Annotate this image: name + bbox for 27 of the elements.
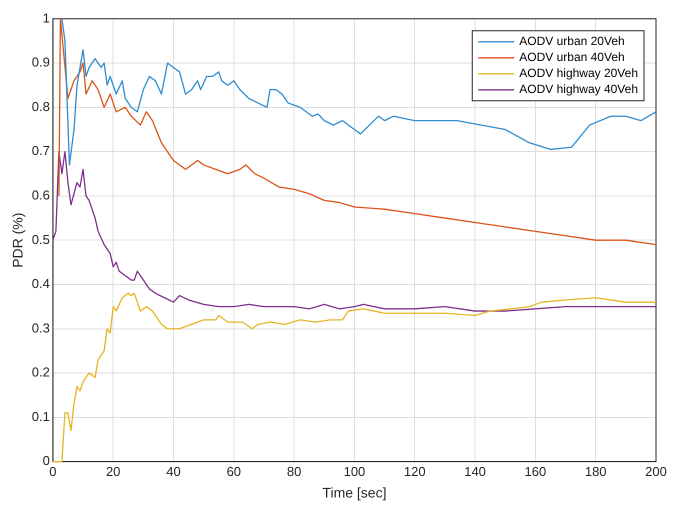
y-tick-label: 1 bbox=[42, 10, 50, 26]
x-axis-title: Time [sec] bbox=[322, 484, 386, 500]
y-axis-title: PDR (%) bbox=[9, 212, 26, 268]
x-tick-label: 40 bbox=[166, 464, 181, 479]
x-tick-label: 20 bbox=[106, 464, 120, 479]
x-tick-label: 180 bbox=[584, 464, 607, 479]
y-tick-label: 0.8 bbox=[32, 98, 50, 114]
y-tick-label: 0.7 bbox=[32, 143, 50, 158]
x-tick-label: 200 bbox=[645, 464, 667, 479]
y-tick-label: 0.1 bbox=[32, 408, 50, 424]
y-tick-label: 0 bbox=[42, 453, 50, 468]
x-tick-label: 80 bbox=[286, 464, 302, 479]
x-tick-label: 120 bbox=[404, 464, 426, 479]
y-tick-label: 0.3 bbox=[32, 320, 50, 336]
y-tick-label: 0.9 bbox=[32, 54, 50, 70]
legend-label: AODV highway 40Veh bbox=[519, 82, 638, 96]
legend-label: AODV urban 40Veh bbox=[519, 50, 625, 64]
x-tick-label: 60 bbox=[226, 464, 242, 479]
y-tick-label: 0.2 bbox=[32, 364, 50, 380]
y-tick-label: 0.6 bbox=[32, 188, 50, 202]
legend-label: AODV urban 20Veh bbox=[519, 34, 625, 48]
y-tick-label: 0.5 bbox=[32, 232, 50, 247]
x-tick-label: 160 bbox=[524, 464, 546, 479]
legend-label: AODV highway 20Veh bbox=[519, 66, 638, 80]
x-tick-label: 100 bbox=[344, 464, 366, 479]
x-tick-label: 140 bbox=[464, 464, 486, 479]
y-tick-label: 0.4 bbox=[32, 276, 50, 292]
